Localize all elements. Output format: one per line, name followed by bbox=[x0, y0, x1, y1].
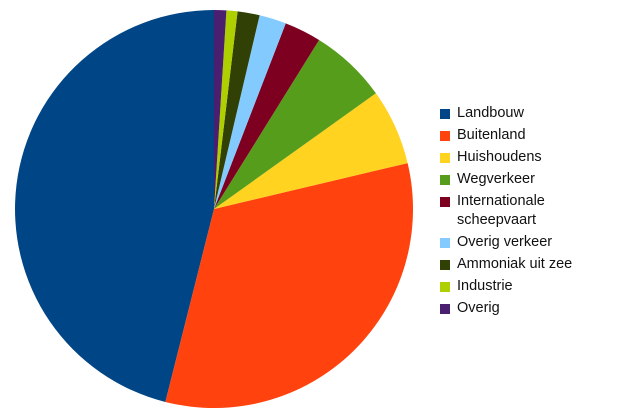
legend-swatch bbox=[440, 175, 450, 185]
legend-label: Ammoniak uit zee bbox=[457, 256, 573, 272]
pie-slice-landbouw bbox=[15, 10, 214, 402]
pie-slices bbox=[15, 10, 414, 408]
legend-item: Wegverkeer bbox=[440, 170, 620, 189]
pie-slice-overig bbox=[214, 10, 227, 209]
legend-item: Huishoudens bbox=[440, 148, 620, 167]
legend-swatch bbox=[440, 197, 450, 207]
pie-slice-ammoniak-uit-zee bbox=[214, 11, 260, 210]
legend-label: Buitenland bbox=[457, 127, 526, 143]
legend-swatch bbox=[440, 153, 450, 163]
pie-slice-internationale-scheepvaart bbox=[214, 23, 320, 209]
legend-label: Internationale scheepvaart bbox=[457, 193, 545, 228]
legend-label: Overig bbox=[457, 300, 500, 316]
legend-swatch bbox=[440, 109, 450, 119]
legend-label: Overig verkeer bbox=[457, 234, 553, 250]
pie-slice-huishoudens bbox=[214, 93, 408, 209]
legend-item: Overig verkeer bbox=[440, 233, 620, 252]
pie-slice-overig-verkeer bbox=[214, 15, 286, 209]
legend-item: Internationale scheepvaart bbox=[440, 192, 620, 230]
legend-item: Overig bbox=[440, 299, 620, 318]
legend-label: Industrie bbox=[457, 278, 513, 294]
pie-slice-wegverkeer bbox=[214, 40, 376, 209]
legend-swatch bbox=[440, 304, 450, 314]
legend-label: Huishoudens bbox=[457, 149, 542, 165]
legend-item: Ammoniak uit zee bbox=[440, 255, 620, 274]
legend-label: Landbouw bbox=[457, 105, 524, 121]
legend-swatch bbox=[440, 282, 450, 292]
pie-slice-industrie bbox=[214, 10, 238, 210]
legend-swatch bbox=[440, 131, 450, 141]
legend-item: Landbouw bbox=[440, 104, 620, 123]
pie-slice-buitenland bbox=[165, 163, 414, 408]
chart-legend: Landbouw Buitenland Huishoudens Wegverkeer I… bbox=[440, 104, 620, 321]
legend-label: Wegverkeer bbox=[457, 171, 535, 187]
legend-item: Buitenland bbox=[440, 126, 620, 145]
legend-swatch bbox=[440, 238, 450, 248]
legend-swatch bbox=[440, 260, 450, 270]
legend-item: Industrie bbox=[440, 277, 620, 296]
